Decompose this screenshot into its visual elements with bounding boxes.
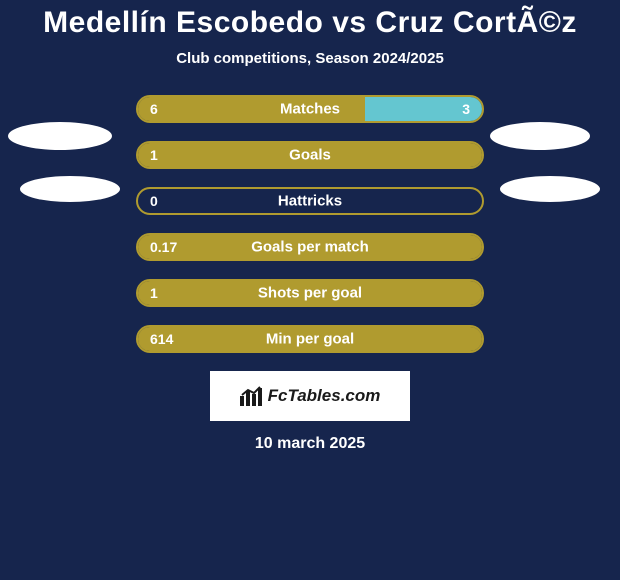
stat-bar-track: 0.17 Goals per match	[136, 233, 484, 261]
stat-value-left: 6	[150, 101, 158, 117]
fctables-logo: FcTables.com	[210, 371, 410, 421]
page-title: Medellín Escobedo vs Cruz CortÃ©z	[0, 0, 620, 40]
stat-label: Matches	[280, 101, 340, 118]
chart-icon	[240, 386, 262, 406]
stat-row: 614 Min per goal	[0, 325, 620, 353]
stat-row: 6 3 Matches	[0, 95, 620, 123]
date-label: 10 march 2025	[0, 435, 620, 453]
decorative-ellipse	[500, 176, 600, 202]
stat-label: Goals per match	[251, 239, 369, 256]
subtitle: Club competitions, Season 2024/2025	[0, 50, 620, 67]
stat-value-left: 1	[150, 147, 158, 163]
stat-value-left: 0.17	[150, 239, 177, 255]
decorative-ellipse	[490, 122, 590, 150]
stat-bar-track: 0 Hattricks	[136, 187, 484, 215]
stat-label: Min per goal	[266, 331, 354, 348]
stat-value-left: 614	[150, 331, 173, 347]
stat-row: 1 Shots per goal	[0, 279, 620, 307]
stat-bar-track: 614 Min per goal	[136, 325, 484, 353]
stat-row: 0.17 Goals per match	[0, 233, 620, 261]
stat-label: Shots per goal	[258, 285, 362, 302]
decorative-ellipse	[8, 122, 112, 150]
stat-label: Goals	[289, 147, 331, 164]
stat-bar-track: 6 3 Matches	[136, 95, 484, 123]
decorative-ellipse	[20, 176, 120, 202]
stat-value-right: 3	[462, 101, 470, 117]
stat-label: Hattricks	[278, 193, 342, 210]
stat-bar-track: 1 Shots per goal	[136, 279, 484, 307]
logo-text: FcTables.com	[268, 386, 381, 406]
stat-bar-track: 1 Goals	[136, 141, 484, 169]
stat-value-left: 1	[150, 285, 158, 301]
stat-value-left: 0	[150, 193, 158, 209]
